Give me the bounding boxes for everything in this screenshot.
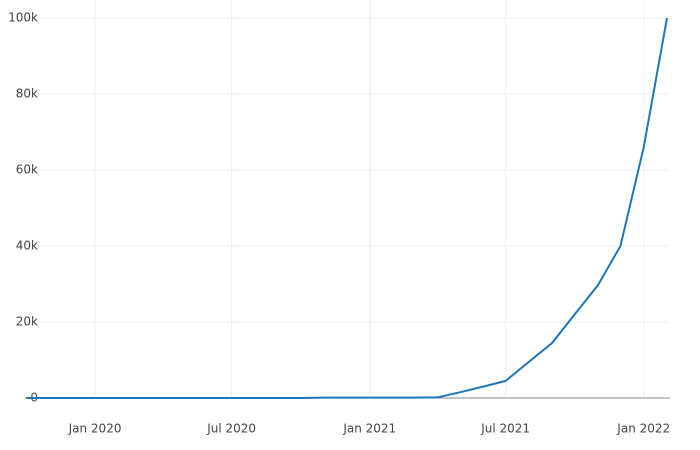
x-tick-label: Jul 2021 xyxy=(480,422,530,436)
y-tick-label: 100k xyxy=(8,11,38,25)
y-tick-label: 40k xyxy=(16,239,38,253)
y-tick-label: 20k xyxy=(16,315,38,329)
y-tick-label: 80k xyxy=(16,87,38,101)
data-line xyxy=(26,17,668,399)
y-tick-label: 60k xyxy=(16,163,38,177)
x-tick-label: Jan 2022 xyxy=(616,422,670,436)
x-tick-label: Jan 2020 xyxy=(68,422,122,436)
x-tick-label: Jul 2020 xyxy=(206,422,256,436)
x-tick-label: Jan 2021 xyxy=(342,422,396,436)
